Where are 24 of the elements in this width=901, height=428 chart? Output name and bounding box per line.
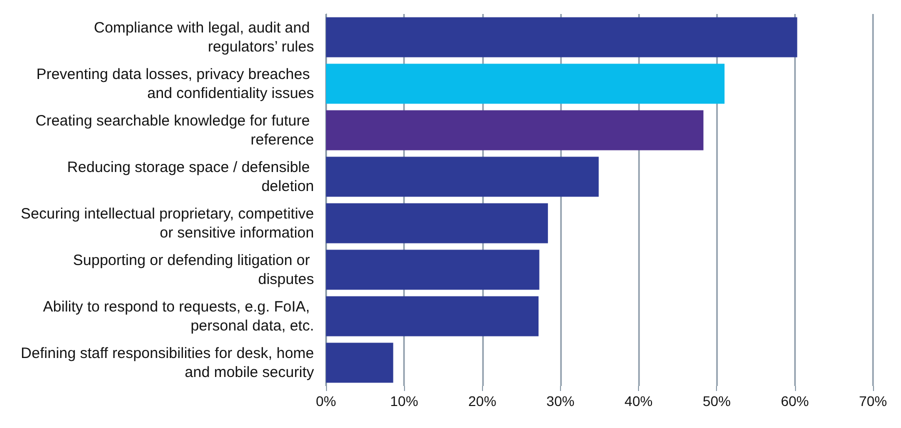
y-tick-label: Reducing storage space / defensible deletion (67, 158, 314, 195)
x-tick-label: 0% (316, 393, 336, 409)
x-tick-label: 60% (780, 393, 809, 409)
y-tick-label: Creating searchable knowledge for future reference (36, 112, 314, 148)
x-tick-label: 10% (390, 393, 418, 409)
bar (326, 64, 725, 104)
bar (326, 203, 548, 244)
y-tick-label: Supporting or defending litigation or disputes (73, 252, 314, 288)
y-tick-label: Defining staff responsibilities for desk, home and mobile security (20, 344, 314, 381)
bar (326, 110, 704, 150)
bar (326, 250, 540, 290)
bar (326, 296, 539, 336)
y-tick-label: Securing intellectual proprietary, competitive or sensitive information (20, 205, 314, 242)
x-tick-label: 30% (546, 393, 574, 409)
x-tick-label: 20% (468, 393, 496, 409)
y-tick-label: Ability to respond to requests, e.g. FoIA, personal data, etc. (43, 298, 314, 334)
y-tick-label: Preventing data losses, privacy breaches and confidentiality issues (36, 66, 314, 102)
y-tick-label: Compliance with legal, audit and regulators’ rules (94, 19, 314, 56)
x-tick-label: 40% (624, 393, 653, 409)
bar (326, 17, 798, 58)
x-tick-label: 70% (858, 393, 888, 409)
bar (326, 342, 394, 383)
x-tick-label: 50% (702, 393, 731, 409)
bar (326, 156, 599, 197)
